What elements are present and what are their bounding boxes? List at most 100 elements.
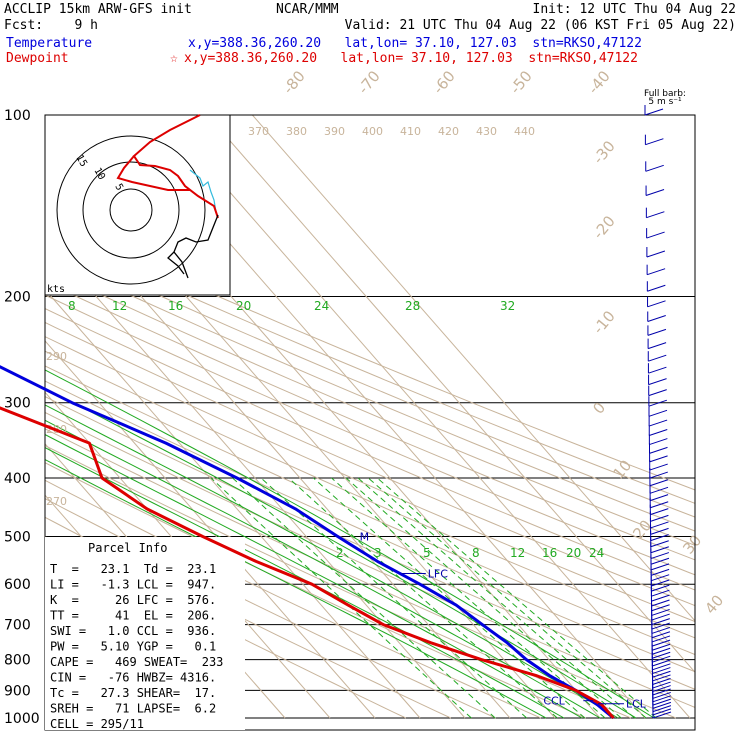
wind-barb [645, 189, 665, 196]
parcel-row: CAPE = 469 SWEAT= 233 [50, 655, 223, 669]
dewpoint-profile [0, 406, 615, 719]
pressure-label: 800 [4, 653, 31, 669]
wind-barb [652, 678, 671, 685]
parcel-row: TT = 41 EL = 206. [50, 609, 216, 623]
theta-label: 420 [438, 125, 459, 138]
mixing-ratio-label: 2 [336, 546, 344, 560]
wind-barb [651, 622, 670, 630]
m-marker: M [360, 530, 370, 543]
wind-barb [652, 667, 671, 675]
lcl-marker: LCL [626, 698, 647, 711]
parcel-title: Parcel Info [88, 541, 167, 555]
theta-label: 390 [324, 125, 345, 138]
wind-barb [651, 574, 670, 582]
wind-barb [651, 631, 671, 639]
wind-barb [647, 284, 666, 292]
wind-barb [646, 250, 666, 258]
wind-barb [652, 698, 671, 706]
wind-barb [650, 521, 669, 529]
hodo-trace-upper [189, 169, 217, 213]
mixing-ratio-label: 16 [168, 299, 183, 313]
theta-label: 410 [400, 125, 421, 138]
dewpoint-legend: Dewpoint [6, 51, 69, 66]
wind-barb [649, 479, 669, 487]
dry-adiabat [45, 255, 695, 532]
hodo-ring-label: 5 [112, 182, 125, 193]
org-label: NCAR/MMM [276, 2, 339, 17]
wind-barb [647, 315, 666, 322]
wind-barb [648, 409, 668, 417]
pressure-label: 600 [4, 577, 31, 593]
wind-barb [650, 508, 669, 516]
wind-barb [647, 300, 666, 308]
dry-adiabat [45, 365, 695, 656]
mixing-ratio-label: 24 [589, 546, 604, 560]
wind-barb [648, 389, 667, 397]
wind-barb [652, 651, 671, 659]
parcel-info-box: Parcel Info T = 23.1 Td = 23.1 LI = -1.3 … [45, 537, 245, 731]
parcel-row: CIN = -76 HWBZ= 4316. [50, 671, 216, 685]
ccl-marker: CCL [543, 695, 565, 708]
wind-barb [649, 471, 668, 479]
isotherm [251, 115, 695, 622]
dry-adiabat [45, 242, 695, 518]
isotherm [161, 115, 691, 719]
parcel-row: T = 23.1 Td = 23.1 [50, 562, 216, 576]
wind-barb [652, 708, 672, 716]
wind-barb [652, 681, 671, 689]
mixing-ratio-label: 8 [472, 546, 480, 560]
pressure-label: 300 [4, 396, 31, 412]
wind-barb [644, 108, 664, 116]
wind-barb [649, 494, 669, 502]
wind-barb [651, 584, 670, 592]
wind-barb [648, 419, 668, 427]
hodo-ring-label: 10 [91, 166, 107, 182]
wind-barb [652, 688, 671, 696]
isotherm [206, 115, 695, 674]
parcel-row: CELL = 295/11 [50, 717, 144, 731]
wind-barb [650, 514, 669, 522]
mixing-ratio-line [210, 477, 472, 719]
wind-barb [651, 608, 670, 616]
parcel-row: SREH = 71 LAPSE= 6.2 [50, 702, 216, 716]
mixing-ratio-line [367, 477, 647, 719]
wind-barb [652, 655, 671, 663]
wind-barb [652, 711, 672, 719]
mixing-ratio-line [376, 477, 657, 719]
wind-barb [651, 604, 670, 612]
barb-scale-units: 5 m s⁻¹ [648, 97, 682, 107]
parcel-row: PW = 5.10 YGP = 0.1 [50, 640, 216, 654]
dry-adiabat [45, 230, 695, 504]
wind-barb [651, 594, 670, 602]
lfc-marker: LFC [428, 568, 448, 581]
wind-barb [648, 399, 668, 407]
theta-label: 440 [514, 125, 535, 138]
pressure-label: 700 [4, 618, 31, 634]
wind-barb [652, 659, 671, 667]
dry-adiabat [45, 336, 695, 623]
mixing-ratio-label: 12 [510, 546, 525, 560]
dry-adiabat [45, 308, 695, 591]
wind-barb [649, 446, 668, 454]
wind-barb [650, 563, 670, 571]
mixing-ratio-label: 32 [500, 299, 515, 313]
wind-barb [652, 670, 671, 678]
parcel-row: K = 26 LFC = 576. [50, 593, 216, 607]
mixing-ratio-line [232, 477, 496, 719]
wind-barb [650, 552, 670, 560]
hodo-units-label: kts [47, 284, 65, 295]
mixing-ratio-label: 24 [314, 299, 329, 313]
mixing-ratio-line [345, 477, 622, 719]
hodo-trace-black-2 [167, 251, 185, 275]
moist-adiabat [45, 434, 583, 719]
mixing-ratio-label: 20 [236, 299, 251, 313]
wind-barb [649, 438, 668, 446]
mixing-ratio-line [288, 477, 558, 719]
wind-barb [651, 618, 670, 626]
wind-barb [645, 138, 664, 146]
wind-barb [651, 626, 671, 634]
pressure-label: 400 [4, 471, 31, 487]
wind-barb [652, 695, 671, 703]
hodo-trace-black [173, 214, 219, 279]
wind-barb [646, 211, 665, 219]
